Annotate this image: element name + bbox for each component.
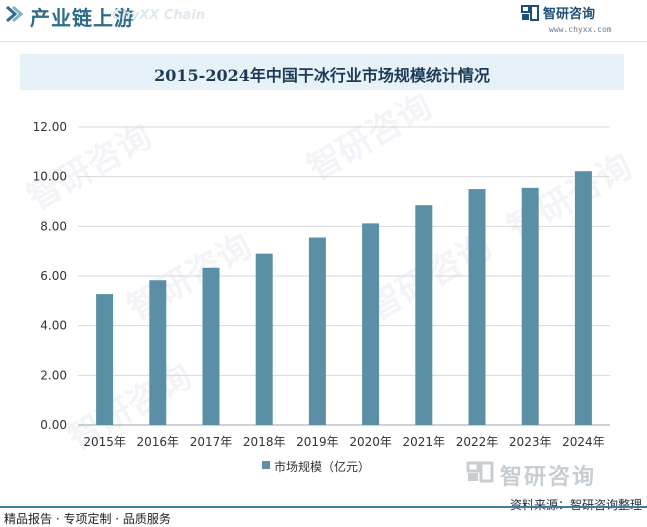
brand-name: 智研咨询 <box>543 7 596 22</box>
x-tick-label: 2021年 <box>403 435 446 449</box>
y-tick-label: 4.00 <box>40 319 67 333</box>
bottom-brand: 智研咨询 <box>466 458 636 490</box>
header: 产业链上游 ChyXX Chain 智研咨询 www.chyxx.com <box>0 0 647 42</box>
x-tick-label: 2016年 <box>137 435 180 449</box>
x-tick-label: 2020年 <box>349 435 392 449</box>
x-tick-label: 2019年 <box>296 435 339 449</box>
x-tick-label: 2024年 <box>562 435 605 449</box>
y-tick-label: 0.00 <box>40 418 67 432</box>
footer-text: 精品报告 · 专项定制 · 品质服务 <box>4 512 171 526</box>
y-tick-label: 6.00 <box>40 269 67 283</box>
header-divider <box>0 41 647 42</box>
footer-divider <box>0 506 647 508</box>
bar <box>574 171 592 425</box>
x-tick-label: 2015年 <box>83 435 126 449</box>
bar <box>96 294 114 425</box>
y-tick-label: 2.00 <box>40 368 67 382</box>
chart-title-band: 2015-2024年中国干冰行业市场规模统计情况 <box>20 54 624 90</box>
chart-title: 2015-2024年中国干冰行业市场规模统计情况 <box>154 66 490 85</box>
x-tick-label: 2022年 <box>456 435 499 449</box>
double-chevron-icon <box>6 5 23 23</box>
y-tick-label: 8.00 <box>40 219 67 233</box>
bar <box>468 189 486 425</box>
bar <box>415 205 433 425</box>
brand-url: www.chyxx.com <box>549 25 612 34</box>
bar <box>362 223 380 425</box>
x-tick-label: 2023年 <box>509 435 552 449</box>
x-tick-label: 2017年 <box>190 435 233 449</box>
bar <box>521 187 539 425</box>
footer: 精品报告 · 专项定制 · 品质服务 <box>0 506 647 526</box>
y-tick-label: 10.00 <box>33 170 67 184</box>
legend-label: 市场规模（亿元） <box>274 460 371 474</box>
y-tick-label: 12.00 <box>33 120 67 134</box>
brand-logo-icon <box>521 5 539 21</box>
bottom-brand-name: 智研咨询 <box>500 465 597 490</box>
x-tick-label: 2018年 <box>243 435 286 449</box>
section-title: 产业链上游 <box>30 6 135 30</box>
brand-logo-icon <box>466 461 494 483</box>
bar <box>202 267 220 425</box>
bar <box>308 237 326 425</box>
bar <box>255 253 273 425</box>
legend-swatch <box>262 461 270 469</box>
source-note: 资料来源：智研咨询整理 <box>509 498 642 512</box>
bar <box>149 280 167 425</box>
brand: 智研咨询 www.chyxx.com <box>521 3 641 39</box>
header-watermark: ChyXX Chain <box>112 8 206 23</box>
